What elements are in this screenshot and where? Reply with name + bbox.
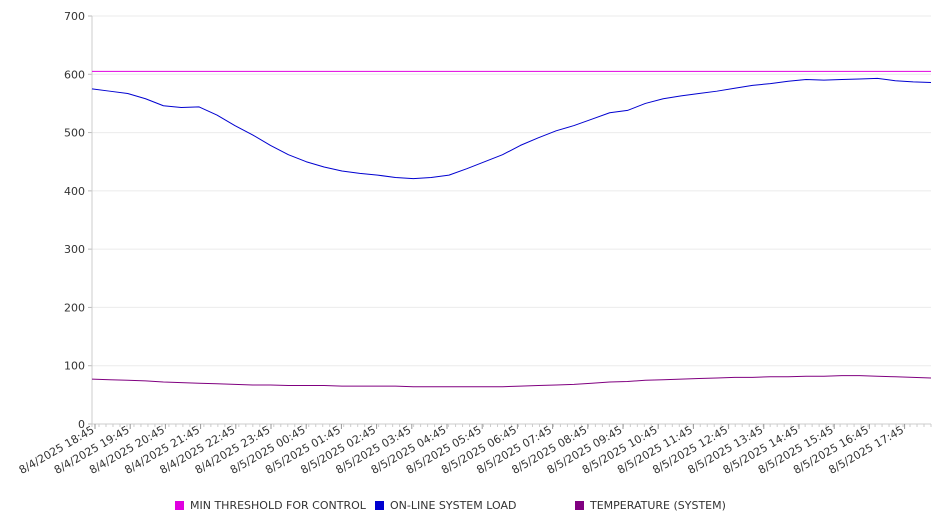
y-tick-label: 700 [64, 10, 85, 23]
legend-item-system-load[interactable]: ON-LINE SYSTEM LOAD [375, 499, 516, 512]
legend-label-temperature: TEMPERATURE (SYSTEM) [590, 499, 726, 512]
y-tick-label: 100 [64, 360, 85, 373]
x-axis-tick-labels: 8/4/2025 18:458/4/2025 19:458/4/2025 20:… [17, 423, 906, 477]
y-tick-label: 500 [64, 127, 85, 140]
legend: MIN THRESHOLD FOR CONTROL ON-LINE SYSTEM… [0, 499, 946, 515]
axes [88, 15, 932, 429]
legend-swatch-system-load [375, 501, 384, 510]
series-line-2 [91, 375, 932, 388]
y-axis-tick-labels: 0 100 200 300 400 500 600 700 [64, 10, 85, 431]
series-line-1 [91, 77, 932, 180]
legend-label-system-load: ON-LINE SYSTEM LOAD [390, 499, 517, 512]
legend-swatch-min-threshold [175, 501, 184, 510]
y-tick-label: 300 [64, 243, 85, 256]
legend-label-min-threshold: MIN THRESHOLD FOR CONTROL [190, 499, 366, 512]
y-tick-label: 0 [78, 418, 85, 431]
y-tick-label: 200 [64, 301, 85, 314]
series-lines [91, 70, 932, 388]
y-tick-label: 400 [64, 185, 85, 198]
legend-item-temperature[interactable]: TEMPERATURE (SYSTEM) [575, 499, 726, 512]
legend-item-min-threshold[interactable]: MIN THRESHOLD FOR CONTROL [175, 499, 366, 512]
y-tick-label: 600 [64, 68, 85, 81]
legend-swatch-temperature [575, 501, 584, 510]
grid-lines [92, 15, 931, 367]
